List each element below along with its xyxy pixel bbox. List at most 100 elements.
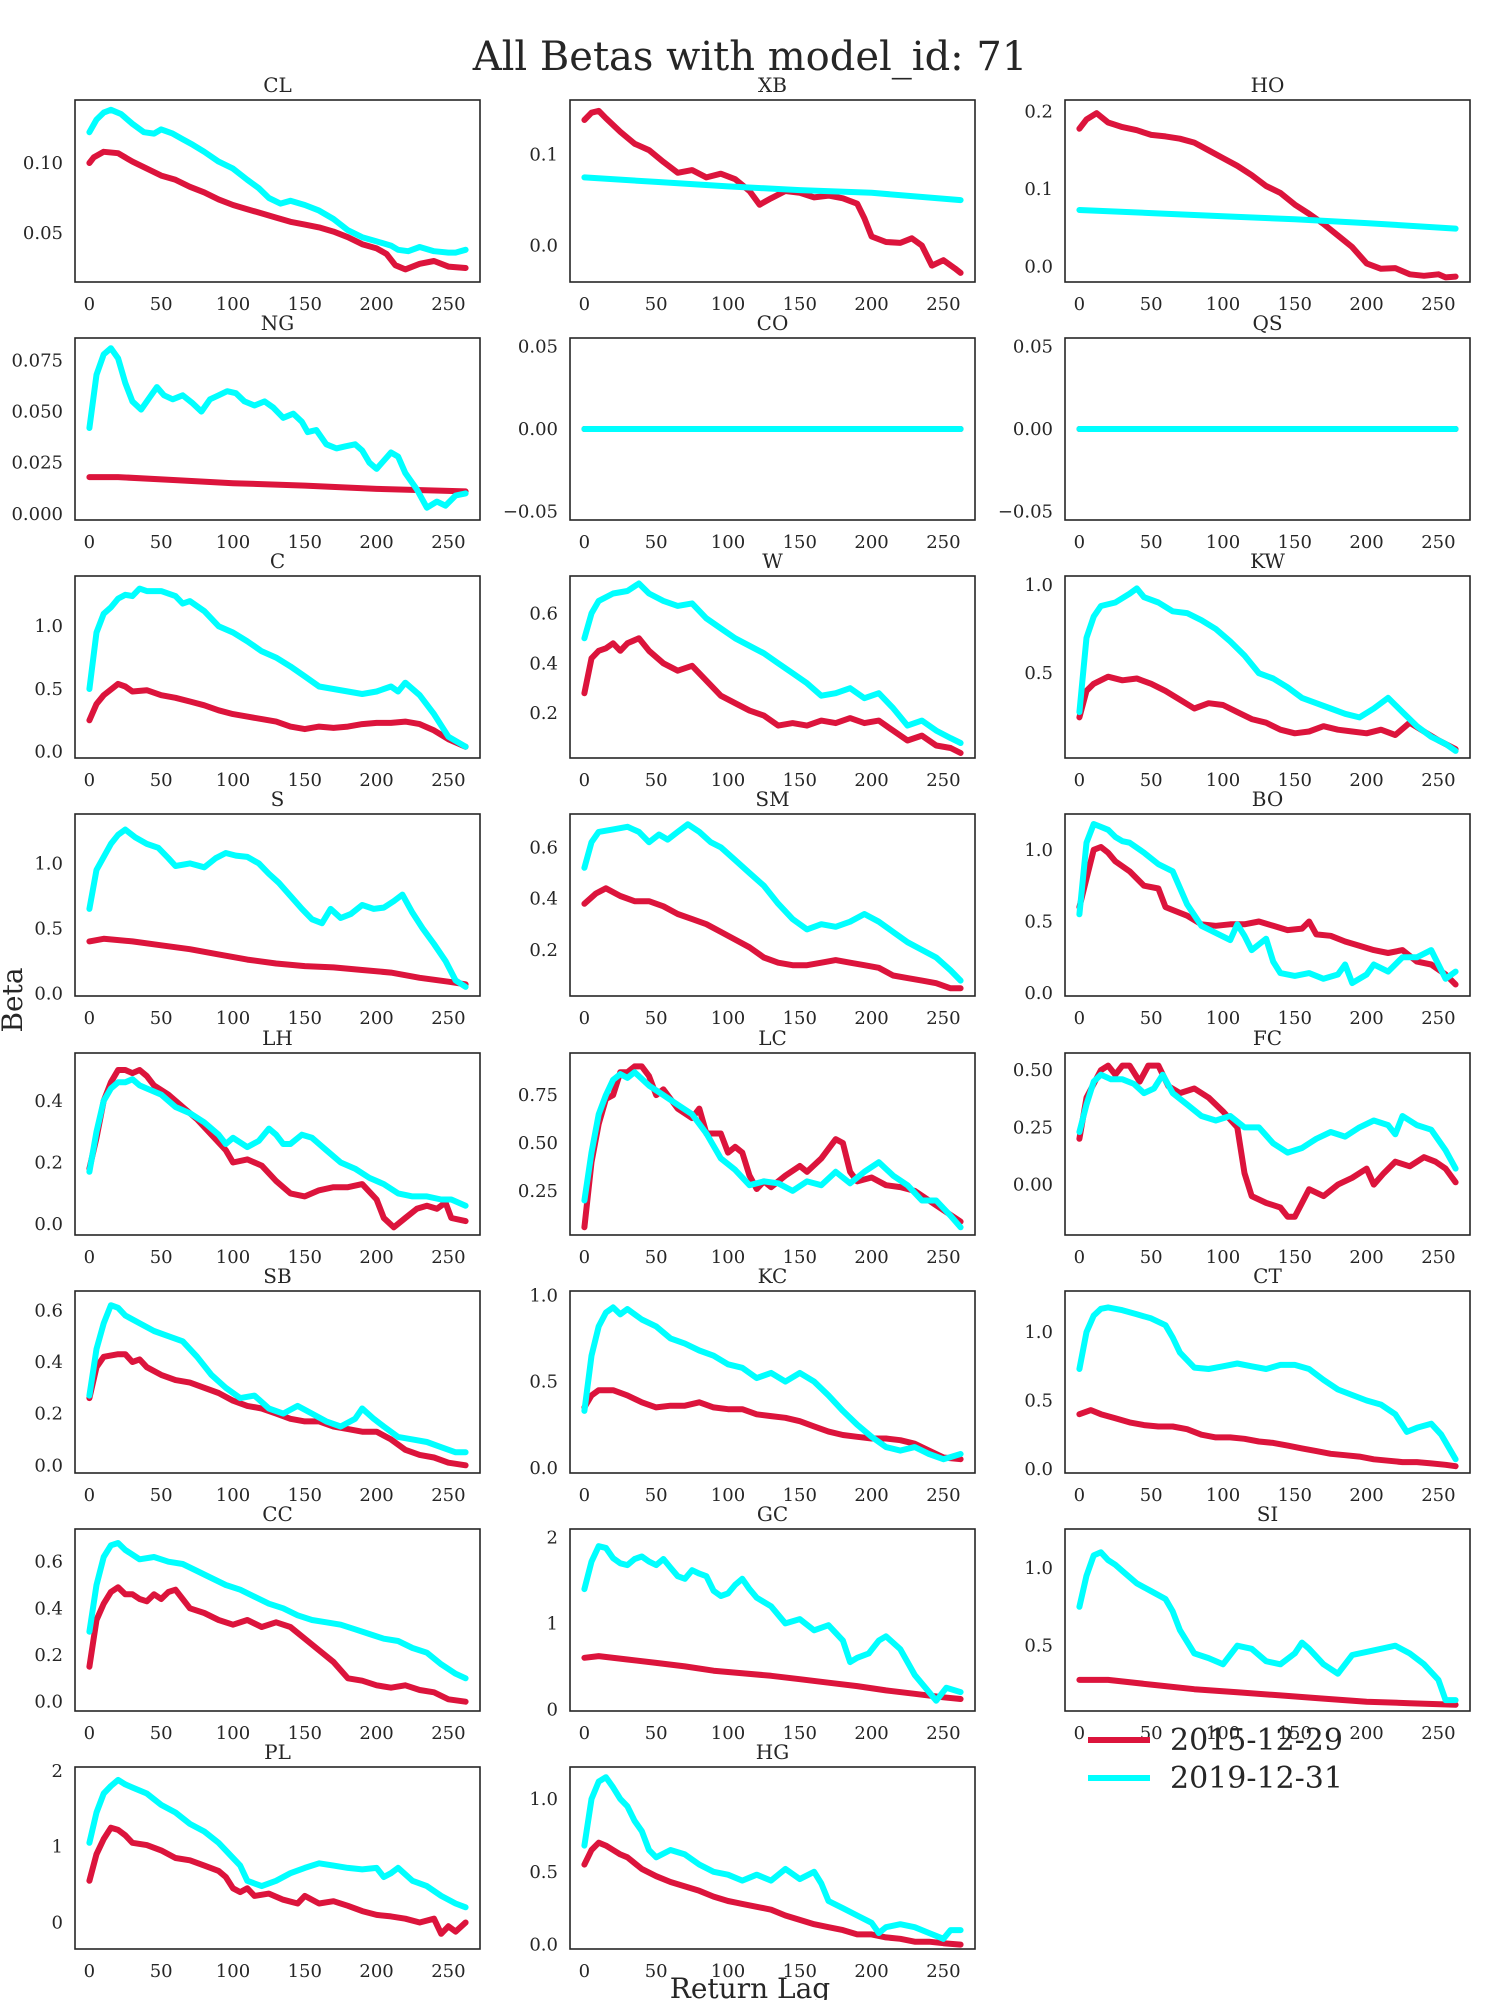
y-tick-label: 0.4 [34,1352,63,1373]
subplot-frame [74,1052,481,1236]
y-tick-label: 1 [547,1613,558,1634]
x-tick-label: 50 [645,1008,668,1029]
y-tick-label: 0.0 [34,1214,63,1235]
y-tick-label: 0.5 [1024,663,1053,684]
subplot-qs: QS 0 50 100 150 200 250 −0.05 0.00 0.05 [998,311,1471,553]
y-tick-label: 0.00 [1013,1175,1053,1196]
y-tick-label: 1.0 [529,1285,558,1306]
legend-label: 2015-12-29 [1170,1723,1343,1758]
y-tick-label: 0.2 [34,1404,63,1425]
y-tick-label: 0.05 [518,336,558,357]
x-tick-label: 50 [150,1723,173,1744]
y-tick-label: 0.0 [34,983,63,1004]
x-tick-label: 250 [431,770,465,791]
subplot-frame [569,575,976,759]
series-line-2019-12-31 [86,106,469,256]
y-tick-label: 0.2 [34,1153,63,1174]
x-tick-label: 150 [288,1723,322,1744]
series-line-2015-12-29 [581,107,964,276]
y-tick-label: 1.0 [1024,1558,1053,1579]
subplot-lh: LH 0 50 100 150 200 250 0.0 0.2 0.4 [34,1026,481,1268]
x-tick-label: 50 [645,1961,668,1982]
x-tick-label: 0 [1074,532,1085,553]
series-line-2015-12-29 [86,474,469,495]
x-tick-label: 50 [150,532,173,553]
subplot-sm: SM 0 50 100 150 200 250 0.2 0.4 0.6 [529,787,976,1029]
series-line-2015-12-29 [581,1839,964,1948]
subplot-title: SM [755,787,789,811]
x-tick-label: 50 [150,1961,173,1982]
y-tick-label: 0.6 [529,837,558,858]
x-tick-label: 100 [1206,1485,1240,1506]
subplot-frame [569,1766,976,1950]
x-tick-label: 250 [926,770,960,791]
figure-title: All Betas with model_id: 71 [472,34,1028,80]
x-tick-label: 150 [1278,770,1312,791]
y-tick-label: 0.4 [34,1091,63,1112]
subplot-title: CO [757,311,789,335]
subplot-cl: CL 0 50 100 150 200 250 0.05 0.10 [23,73,481,315]
series-line-2015-12-29 [1076,110,1459,281]
x-tick-label: 150 [288,1008,322,1029]
x-tick-label: 50 [645,532,668,553]
x-tick-label: 100 [1206,1008,1240,1029]
series-line-2019-12-31 [581,174,964,204]
y-tick-label: 1.0 [1024,1322,1053,1343]
x-tick-label: 150 [1278,294,1312,315]
subplot-fc: FC 0 50 100 150 200 250 0.00 0.25 0.50 [1013,1026,1471,1268]
y-tick-label: 1.0 [529,1789,558,1810]
y-tick-label: 0.075 [11,350,63,371]
subplot-bo: BO 0 50 100 150 200 250 0.0 0.5 1.0 [1024,787,1471,1029]
x-tick-label: 100 [1206,770,1240,791]
y-tick-label: 0.0 [34,1455,63,1476]
subplot-frame [569,1052,976,1236]
x-tick-label: 50 [1140,1485,1163,1506]
x-tick-label: 200 [1349,1723,1383,1744]
series-line-2019-12-31 [1076,1304,1459,1463]
y-tick-label: 0.6 [34,1552,63,1573]
series-line-2019-12-31 [581,1543,964,1704]
x-tick-label: 0 [579,1723,590,1744]
x-tick-label: 100 [1206,1723,1240,1744]
x-tick-label: 200 [854,770,888,791]
x-tick-label: 250 [926,1961,960,1982]
x-tick-label: 250 [926,1485,960,1506]
x-tick-label: 250 [431,532,465,553]
x-tick-label: 250 [926,1008,960,1029]
y-tick-label: 1.0 [1024,575,1053,596]
x-tick-label: 100 [1206,1247,1240,1268]
x-tick-label: 200 [854,1485,888,1506]
series-line-2015-12-29 [581,1387,964,1463]
x-tick-label: 150 [1278,1008,1312,1029]
x-tick-label: 200 [1349,1247,1383,1268]
x-tick-label: 150 [783,1008,817,1029]
series-line-2019-12-31 [581,1774,964,1942]
series-line-2019-12-31 [1076,207,1459,232]
x-tick-label: 50 [150,770,173,791]
x-tick-label: 0 [1074,1485,1085,1506]
x-tick-label: 150 [783,1485,817,1506]
series-line-2019-12-31 [581,580,964,746]
x-tick-label: 0 [579,770,590,791]
x-tick-label: 250 [431,1485,465,1506]
x-tick-label: 0 [1074,1723,1085,1744]
subplot-lc: LC 0 50 100 150 200 250 0.25 0.50 0.75 [518,1026,976,1268]
y-tick-label: 0 [547,1699,558,1720]
figure-x-axis-label: Return Lag [670,1972,831,2000]
subplot-title: C [270,549,285,573]
y-tick-label: 0 [52,1912,63,1933]
subplot-co: CO 0 50 100 150 200 250 −0.05 0.00 0.05 [503,311,976,553]
x-tick-label: 50 [645,1485,668,1506]
x-tick-label: 50 [1140,532,1163,553]
y-tick-label: 0.000 [11,504,63,525]
x-tick-label: 250 [926,294,960,315]
x-tick-label: 100 [711,1961,745,1982]
x-tick-label: 200 [1349,1485,1383,1506]
x-tick-label: 0 [1074,1008,1085,1029]
subplot-c: C 0 50 100 150 200 250 0.0 0.5 1.0 [34,549,481,791]
series-line-2015-12-29 [86,680,469,750]
y-tick-label: 0.2 [529,940,558,961]
x-tick-label: 200 [359,294,393,315]
subplot-s: S 0 50 100 150 200 250 0.0 0.5 1.0 [34,787,481,1029]
